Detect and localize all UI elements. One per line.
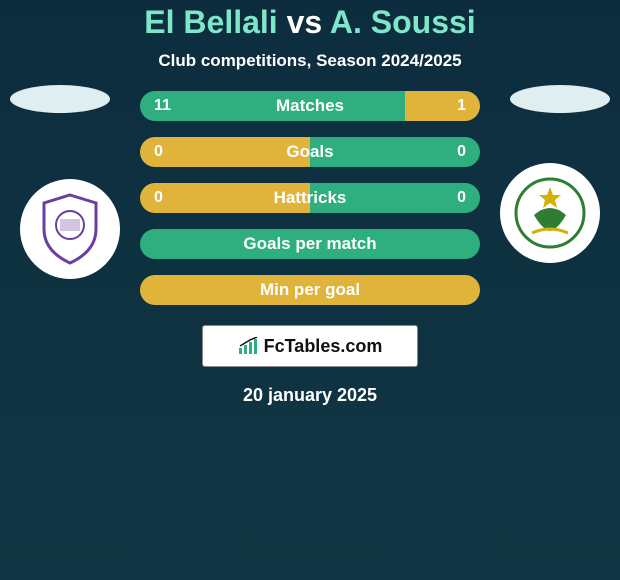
stat-left-value: 0 [140, 137, 310, 167]
stat-label: Hattricks [274, 188, 347, 208]
brand-text: FcTables.com [264, 336, 383, 357]
player2-club-badge [500, 163, 600, 263]
stat-bar-goals-per-match: Goals per match [140, 229, 480, 259]
player1-club-badge [20, 179, 120, 279]
date-label: 20 january 2025 [0, 385, 620, 406]
player2-ellipse-shadow [510, 85, 610, 113]
stat-bar-goals: 00Goals [140, 137, 480, 167]
stat-left-value: 11 [140, 91, 405, 121]
stat-label: Goals [286, 142, 333, 162]
stat-bar-matches: 111Matches [140, 91, 480, 121]
content-area: 111Matches00Goals00HattricksGoals per ma… [0, 91, 620, 406]
stat-right-value: 0 [310, 137, 480, 167]
stat-label: Matches [276, 96, 344, 116]
player1-name: El Bellali [144, 4, 277, 40]
comparison-card: El Bellali vs A. Soussi Club competition… [0, 0, 620, 580]
player1-ellipse-shadow [10, 85, 110, 113]
comparison-title: El Bellali vs A. Soussi [0, 4, 620, 41]
stat-right-value: 1 [405, 91, 480, 121]
stat-bars-container: 111Matches00Goals00HattricksGoals per ma… [140, 91, 480, 305]
stat-bar-hattricks: 00Hattricks [140, 183, 480, 213]
club-badge-right-icon [510, 173, 590, 253]
player2-name: A. Soussi [330, 4, 476, 40]
season-subtitle: Club competitions, Season 2024/2025 [0, 51, 620, 71]
club-badge-left-icon [30, 189, 110, 269]
brand-box[interactable]: FcTables.com [202, 325, 418, 367]
stat-bar-min-per-goal: Min per goal [140, 275, 480, 305]
vs-label: vs [287, 4, 323, 40]
chart-icon [238, 337, 260, 355]
